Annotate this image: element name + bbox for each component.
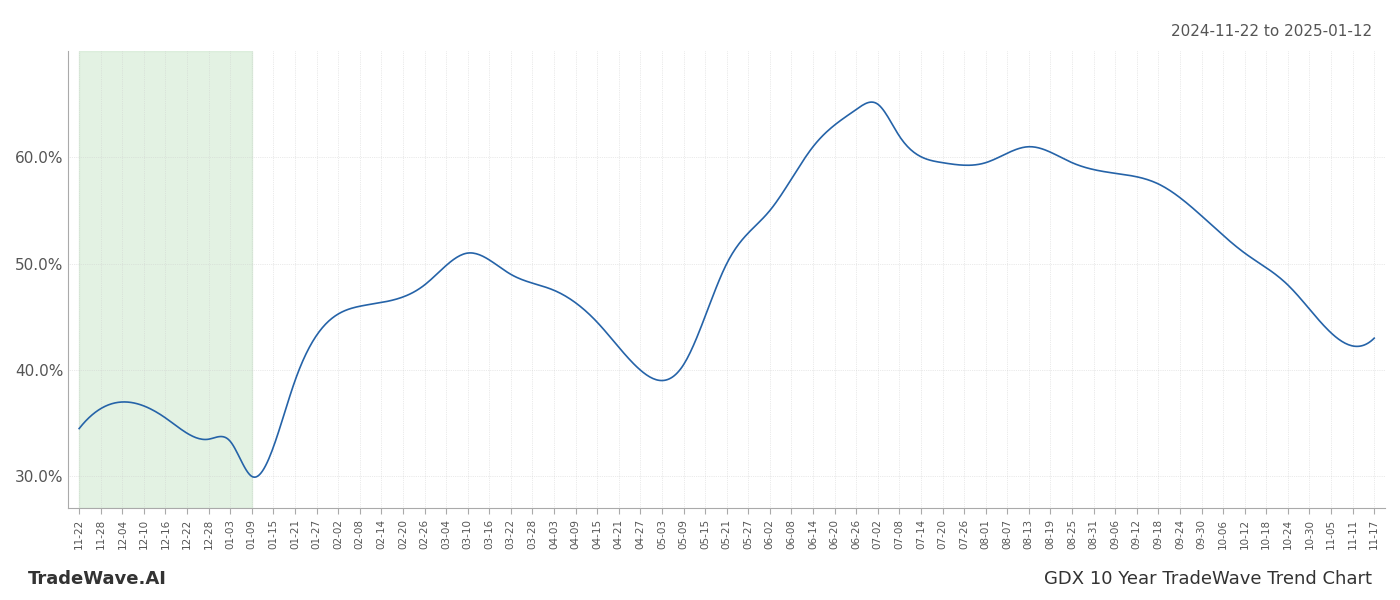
Text: TradeWave.AI: TradeWave.AI <box>28 570 167 588</box>
Text: GDX 10 Year TradeWave Trend Chart: GDX 10 Year TradeWave Trend Chart <box>1044 570 1372 588</box>
Text: 2024-11-22 to 2025-01-12: 2024-11-22 to 2025-01-12 <box>1170 24 1372 39</box>
Bar <box>80 51 252 508</box>
